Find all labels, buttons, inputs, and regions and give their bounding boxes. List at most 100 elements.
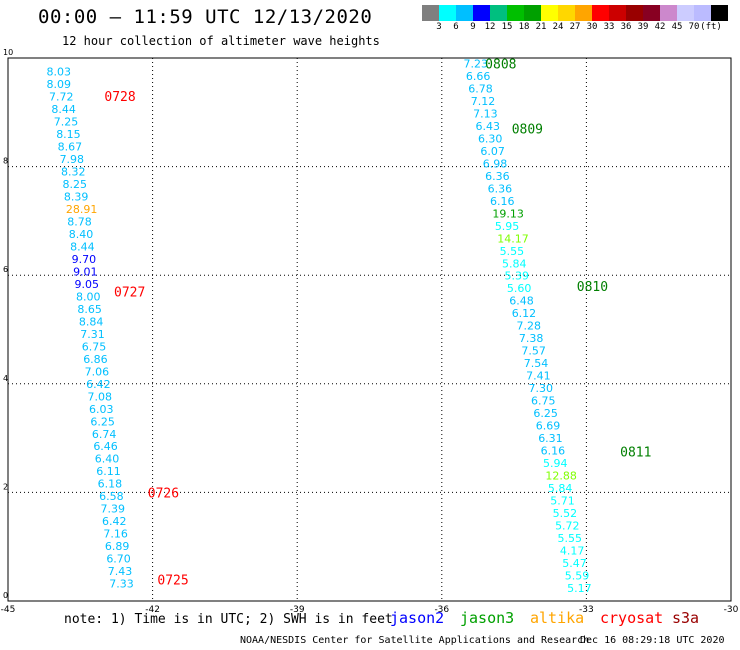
wave-height-value: 5.55 — [500, 245, 525, 258]
pass-time-label: 0809 — [512, 123, 543, 138]
color-swatch — [507, 5, 524, 21]
wave-height-value: 8.03 — [47, 66, 71, 79]
wave-height-value: 7.16 — [103, 528, 128, 541]
color-scale-label: 6 — [453, 22, 459, 32]
wave-height-value: 6.86 — [83, 353, 108, 366]
wave-height-value: 7.23 — [463, 57, 488, 70]
pass-time-label: 0726 — [148, 486, 179, 501]
wave-height-value: 7.31 — [80, 328, 105, 341]
wave-height-value: 6.78 — [468, 82, 493, 95]
wave-height-value: 4.17 — [560, 545, 585, 558]
pass-time-label: 0727 — [114, 285, 145, 300]
wave-height-value: 6.74 — [92, 428, 117, 441]
color-scale-label: 42 — [654, 22, 666, 32]
color-swatch — [677, 5, 694, 21]
wave-height-value: 6.40 — [95, 453, 120, 466]
wave-height-value: 6.46 — [93, 440, 118, 453]
wave-height-value: 5.84 — [548, 482, 573, 495]
color-swatch — [711, 5, 728, 21]
wave-height-value: 5.47 — [562, 557, 587, 570]
color-swatch — [524, 5, 541, 21]
wave-height-value: 6.75 — [531, 395, 556, 408]
y-tick-label: 0 — [3, 591, 8, 600]
color-scale-label: 18 — [518, 22, 530, 32]
wave-height-value: 6.42 — [102, 515, 127, 528]
wave-height-value: 8.65 — [77, 303, 102, 316]
wave-height-value: 5.95 — [495, 220, 520, 233]
x-tick-label: -45 — [1, 605, 16, 615]
x-tick-label: -30 — [724, 605, 739, 615]
wave-height-value: 6.36 — [485, 170, 510, 183]
color-scale-label: 15 — [501, 22, 513, 32]
pass-time-label: 0728 — [104, 90, 135, 105]
wave-height-value: 6.43 — [476, 120, 501, 133]
wave-height-value: 5.59 — [565, 569, 590, 582]
color-swatch — [456, 5, 473, 21]
wave-height-value: 6.16 — [490, 195, 515, 208]
wave-height-value: 6.69 — [536, 420, 561, 433]
color-scale-label: 24 — [552, 22, 564, 32]
color-scale-label: 12 — [484, 22, 496, 32]
pass-time-label: 0810 — [577, 280, 608, 295]
wave-height-value: 8.09 — [47, 78, 71, 91]
color-swatch — [609, 5, 626, 21]
wave-height-value: 12.88 — [545, 470, 577, 483]
x-tick-label: -39 — [290, 605, 305, 615]
wave-height-value: 7.28 — [517, 320, 542, 333]
wave-height-value: 5.94 — [543, 457, 568, 470]
color-scale-label: 21 — [535, 22, 547, 32]
credit-text: NOAA/NESDIS Center for Satellite Applica… — [240, 635, 590, 646]
wave-height-value: 6.58 — [99, 490, 124, 503]
y-tick-label: 6 — [3, 265, 8, 274]
wave-height-value: 14.17 — [497, 232, 528, 245]
color-scale-labels: 3 6 9 12 15 18 21 24 27 30 33 36 39 42 45 70 (ft) — [422, 22, 738, 34]
color-swatch — [473, 5, 490, 21]
color-scale-label: 9 — [470, 22, 476, 32]
color-swatch — [575, 5, 592, 21]
satellite-legend-item: jason2 — [390, 609, 445, 627]
wave-height-value: 8.00 — [76, 290, 101, 303]
wave-height-value: 6.16 — [541, 445, 566, 458]
wave-height-value: 5.52 — [553, 507, 578, 520]
map-frame — [7, 57, 732, 602]
wave-height-value: 7.38 — [519, 332, 544, 345]
generated-timestamp: Dec 16 08:29:18 UTC 2020 — [580, 635, 725, 646]
wave-height-value: 7.33 — [109, 578, 134, 591]
wave-height-value: 6.30 — [478, 132, 503, 145]
wave-height-value: 7.43 — [108, 565, 133, 578]
wave-height-value: 6.25 — [90, 415, 115, 428]
wave-height-value: 6.07 — [480, 145, 505, 158]
x-tick-label: -42 — [145, 605, 160, 615]
color-swatch — [541, 5, 558, 21]
wave-height-value: 6.36 — [488, 182, 512, 195]
wave-height-value: 5.84 — [502, 257, 527, 270]
wave-height-value: 5.60 — [507, 282, 532, 295]
color-scale-label: (ft) — [700, 22, 722, 32]
color-swatch — [626, 5, 643, 21]
wave-height-value: 6.89 — [105, 540, 129, 553]
wave-height-value: 8.40 — [69, 228, 94, 241]
wave-height-value: 7.39 — [101, 503, 126, 516]
wave-height-value: 7.98 — [60, 153, 85, 166]
wave-height-value: 19.13 — [492, 207, 524, 220]
x-tick-label: -33 — [579, 605, 594, 615]
wave-height-value: 28.91 — [66, 203, 98, 216]
wave-height-value: 9.70 — [72, 253, 97, 266]
wave-height-value: 9.01 — [73, 265, 98, 278]
color-scale-label: 45 — [671, 22, 683, 32]
page-title: 00:00 – 11:59 UTC 12/13/2020 — [38, 6, 373, 28]
wave-height-value: 5.17 — [567, 582, 592, 595]
color-swatch — [660, 5, 677, 21]
color-scale-label: 3 — [436, 22, 442, 32]
pass-time-label: 0808 — [485, 57, 516, 72]
wave-height-value: 6.66 — [466, 70, 491, 83]
color-swatch — [694, 5, 711, 21]
color-swatch — [592, 5, 609, 21]
satellite-legend-item: s3a — [672, 609, 700, 627]
wave-height-value: 7.30 — [529, 382, 554, 395]
wave-height-value: 6.18 — [98, 478, 123, 491]
wave-height-value: 7.54 — [524, 357, 549, 370]
wave-height-value: 8.25 — [62, 178, 87, 191]
wave-height-value: 6.75 — [82, 340, 107, 353]
wave-height-value: 7.12 — [471, 95, 496, 108]
